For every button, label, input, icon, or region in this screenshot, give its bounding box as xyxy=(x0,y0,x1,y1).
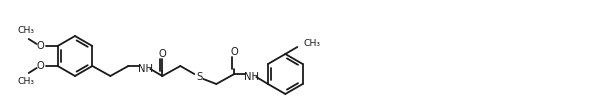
Text: CH₃: CH₃ xyxy=(303,38,320,48)
Text: O: O xyxy=(231,47,238,57)
Text: CH₃: CH₃ xyxy=(17,26,34,35)
Text: O: O xyxy=(159,49,166,59)
Text: CH₃: CH₃ xyxy=(17,77,34,86)
Text: NH: NH xyxy=(138,64,153,74)
Text: O: O xyxy=(37,61,45,71)
Text: NH: NH xyxy=(244,72,259,82)
Text: S: S xyxy=(196,72,203,82)
Text: O: O xyxy=(37,41,45,51)
